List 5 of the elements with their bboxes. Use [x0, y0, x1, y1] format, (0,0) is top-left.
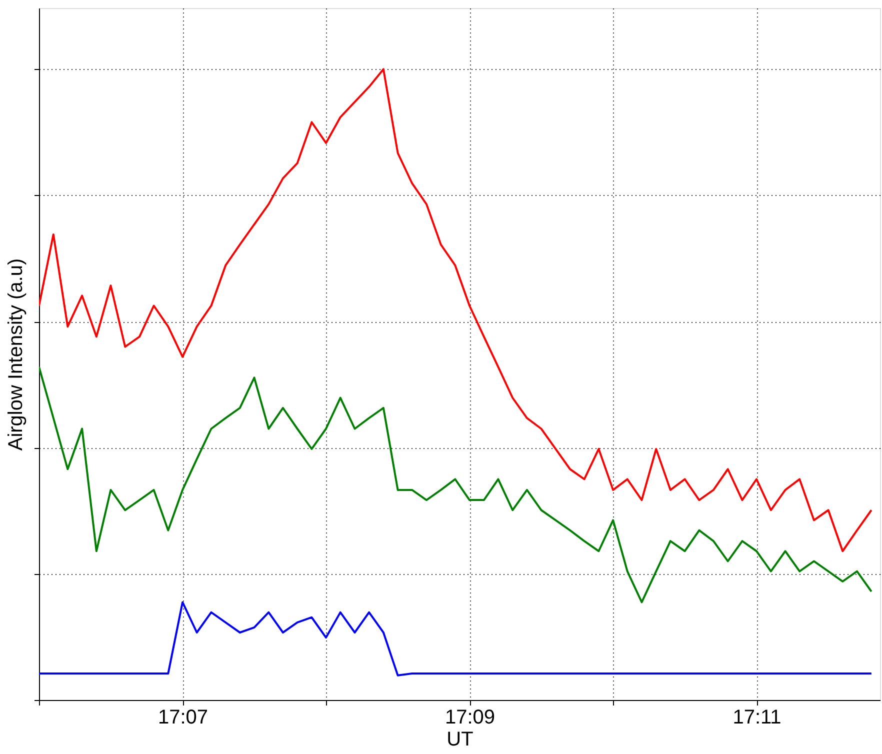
- x-axis-title: UT: [446, 728, 474, 750]
- x-tick-label: 17:11: [732, 706, 782, 728]
- x-tick-label: 17:09: [445, 706, 496, 728]
- y-axis-title: Airglow Intensity (a.u): [5, 258, 27, 451]
- x-tick-label: 17:07: [158, 706, 208, 728]
